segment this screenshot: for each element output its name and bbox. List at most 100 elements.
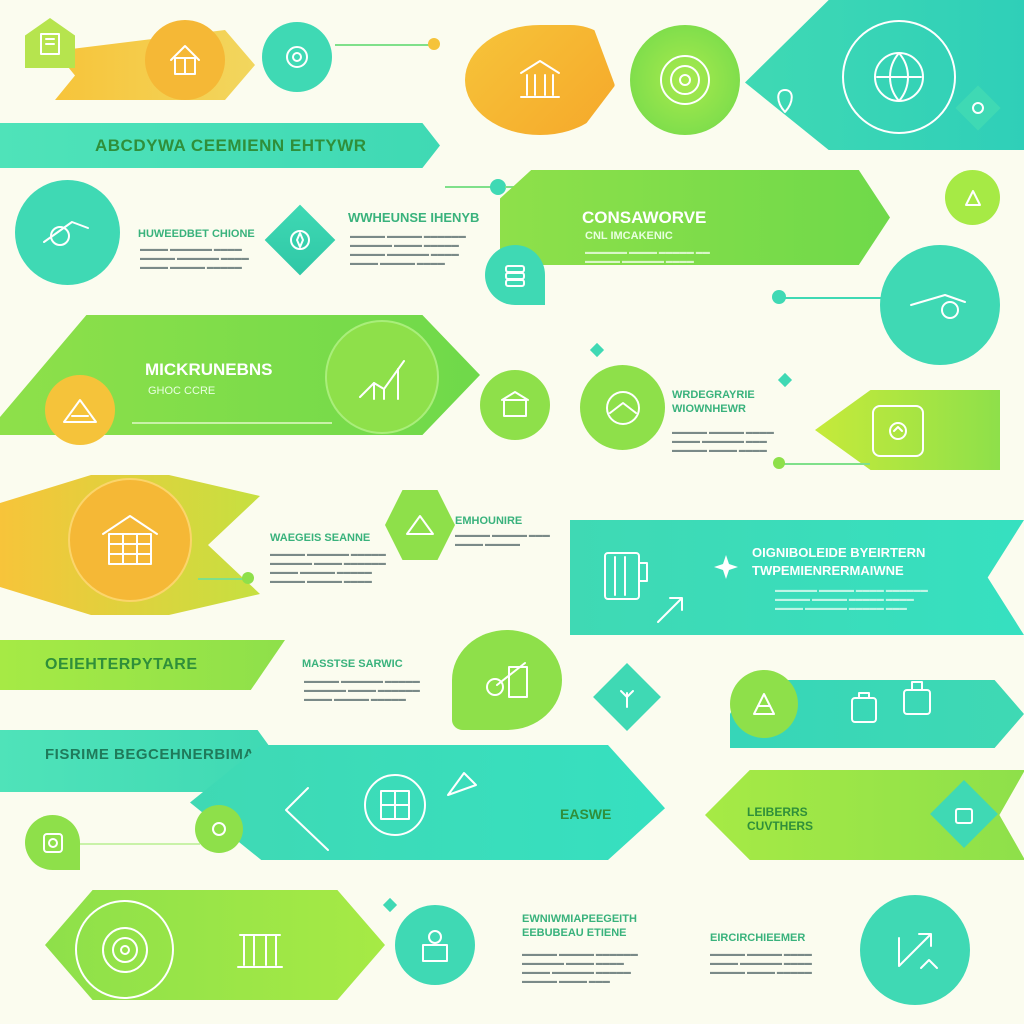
body-text: ▬▬▬▬▬ ▬▬▬▬▬ ▬▬▬▬▬▬ ▬▬▬▬▬▬ ▬▬▬▬ ▬▬▬▬ ▬▬▬▬ ▬… bbox=[522, 951, 638, 985]
cup-badge bbox=[872, 405, 924, 457]
target-icon bbox=[660, 55, 710, 105]
connector-dot bbox=[428, 38, 440, 50]
tools-icon bbox=[972, 102, 984, 114]
label-l3: WRDEGRAYRIE WIOWNHEWR bbox=[672, 389, 755, 415]
location-icon bbox=[777, 89, 793, 113]
mountain-icon bbox=[63, 399, 97, 423]
stack-drop bbox=[485, 245, 545, 305]
banner-b1-label: ABCDYWA CEEMIENN EHTYWR bbox=[95, 135, 367, 155]
calendar-circle bbox=[480, 370, 550, 440]
banner-b6: FISRIME BEGCEHNERBIMA bbox=[0, 730, 280, 792]
connector-dot bbox=[490, 179, 506, 195]
compass-icon bbox=[364, 774, 426, 836]
body-text: ▬▬▬▬▬ ▬▬▬▬▬ ▬▬▬ ▬▬▬▬ ▬▬▬▬▬ bbox=[455, 532, 550, 548]
connector-line bbox=[335, 44, 435, 46]
banner-b1: ABCDYWA CEEMIENN EHTYWR bbox=[0, 123, 440, 168]
briefcase-icon bbox=[910, 294, 966, 319]
banner-b5-label: OEIEHTERPYTARE bbox=[45, 656, 198, 673]
calendar-icon bbox=[501, 391, 529, 417]
puzzle-icon bbox=[42, 832, 63, 853]
house-icon bbox=[170, 45, 200, 75]
banner-b4-shape bbox=[570, 520, 1024, 635]
label-l4: WAEGEIS SEANNE bbox=[270, 532, 371, 544]
connector-line bbox=[780, 463, 870, 465]
connector-line bbox=[198, 578, 248, 580]
bar-chart-icon bbox=[359, 360, 405, 400]
arrow-circle bbox=[860, 895, 970, 1005]
briefcase-icon bbox=[903, 681, 931, 715]
ruler-drop bbox=[452, 630, 562, 730]
globe-icon bbox=[874, 52, 924, 102]
ruler-icon bbox=[486, 662, 528, 698]
target-icon bbox=[101, 926, 148, 973]
compass-circle bbox=[580, 365, 665, 450]
label-l5: MASSTSE SARWIC bbox=[302, 658, 403, 670]
house-circle bbox=[145, 20, 225, 100]
building-icon bbox=[40, 33, 60, 55]
body-text: ▬▬▬▬▬ ▬▬▬▬▬▬ ▬▬▬▬▬ ▬▬▬▬▬▬ ▬▬▬▬ ▬▬▬▬▬▬ ▬▬▬▬… bbox=[304, 678, 420, 703]
tools-diamond bbox=[955, 85, 1001, 131]
briefcase-icon bbox=[851, 692, 877, 723]
puzzle-icon bbox=[964, 189, 981, 206]
building-badge bbox=[25, 18, 75, 68]
label-l6: LEIBERRS CUVTHERS bbox=[747, 805, 814, 833]
globe-circle bbox=[842, 20, 956, 134]
puzzle-icon bbox=[212, 822, 226, 836]
briefcase-diamond bbox=[930, 780, 998, 848]
body-text: ▬▬▬▬ ▬▬▬▬▬▬ ▬▬▬▬ ▬▬▬▬▬ ▬▬▬▬▬▬ ▬▬▬▬ ▬▬▬▬ ▬▬… bbox=[140, 246, 249, 271]
sparkle-icon bbox=[777, 372, 793, 388]
ruler-icon bbox=[447, 772, 477, 796]
triangle-badge bbox=[385, 490, 455, 560]
cup-drop bbox=[395, 905, 475, 985]
target-circle bbox=[75, 900, 174, 999]
puzzle-circle bbox=[945, 170, 1000, 225]
mountain-icon bbox=[406, 515, 434, 535]
briefcase-icon bbox=[955, 808, 973, 824]
connector-dot bbox=[773, 457, 785, 469]
pillar-building-drop bbox=[465, 25, 615, 135]
briefcase-circle bbox=[880, 245, 1000, 365]
chart-up-circle bbox=[325, 320, 439, 434]
label-l2: WWHEUNSE IHENYB bbox=[348, 210, 480, 225]
gear-circle bbox=[262, 22, 332, 92]
sparkle-icon bbox=[589, 342, 605, 358]
compass-icon bbox=[290, 230, 310, 250]
body-text: ▬▬▬▬▬ ▬▬▬▬▬ ▬▬▬▬▬▬ ▬▬▬▬▬▬ ▬▬▬▬ ▬▬▬▬▬ ▬▬▬▬▬… bbox=[350, 233, 466, 267]
connector-line bbox=[132, 422, 332, 424]
body-text: ▬▬▬▬▬▬ ▬▬▬▬▬ ▬▬▬▬ ▬▬▬▬▬▬ ▬▬▬▬▬ ▬▬▬▬▬ ▬▬▬▬… bbox=[775, 587, 928, 612]
connector-line bbox=[780, 297, 890, 299]
label-l7: EWNIWMIAPEEGEITH EEBUBEAU ETIENE bbox=[522, 913, 637, 939]
mountain-circle bbox=[45, 375, 115, 445]
compass-icon bbox=[605, 390, 640, 425]
sparkle-icon bbox=[714, 555, 738, 579]
connector-line bbox=[445, 186, 505, 188]
body-text: ▬▬▬▬▬ ▬▬▬▬▬ ▬▬▬▬ ▬▬▬▬ ▬▬▬▬▬▬ ▬▬▬▬ ▬▬▬▬▬ ▬▬… bbox=[710, 951, 812, 976]
label-l1: HUWEEDBET CHIONE bbox=[138, 228, 255, 240]
body-text: ▬▬▬▬▬ ▬▬▬▬▬ ▬▬▬▬ ▬▬▬▬ ▬▬▬▬▬▬ ▬▬▬ ▬▬▬▬▬ ▬▬▬… bbox=[672, 429, 774, 454]
target-circle bbox=[630, 25, 740, 135]
sparkle-icon bbox=[382, 897, 398, 913]
label-l5b: EMHOUNIRE bbox=[455, 515, 523, 527]
label-l8: EIRCIRCHIEEMER bbox=[710, 932, 806, 944]
cup-icon bbox=[889, 422, 907, 440]
banner-b6-label: FISRIME BEGCEHNERBIMA bbox=[45, 745, 255, 763]
connector-dot bbox=[772, 290, 786, 304]
connector-line bbox=[80, 843, 200, 845]
banner-b2-sub: CNL IMCAKENIC bbox=[585, 230, 673, 242]
compass-wide-banner bbox=[190, 745, 665, 860]
pillar-building-icon bbox=[520, 60, 560, 98]
arrow-up-right-icon bbox=[285, 787, 329, 851]
connector-dot bbox=[242, 572, 254, 584]
plant-icon bbox=[620, 690, 634, 708]
puzzle-drop bbox=[25, 815, 80, 870]
stack-icon bbox=[505, 265, 525, 287]
briefcase-icon bbox=[753, 693, 775, 715]
banner-b4-sub: TWPEMIENRERMAIWNE bbox=[752, 563, 904, 578]
house-grid-circle bbox=[68, 478, 192, 602]
compass-diamond bbox=[264, 204, 336, 276]
banner-b2-label: CONSAWORVE bbox=[582, 208, 707, 227]
cup-box bbox=[597, 540, 657, 610]
banner-b4-label: OIGNIBOLEIDE BYEIRTERN bbox=[752, 545, 926, 560]
banner-b3-label: MICKRUNEBNS bbox=[145, 360, 273, 379]
puzzle-circle bbox=[195, 805, 243, 853]
